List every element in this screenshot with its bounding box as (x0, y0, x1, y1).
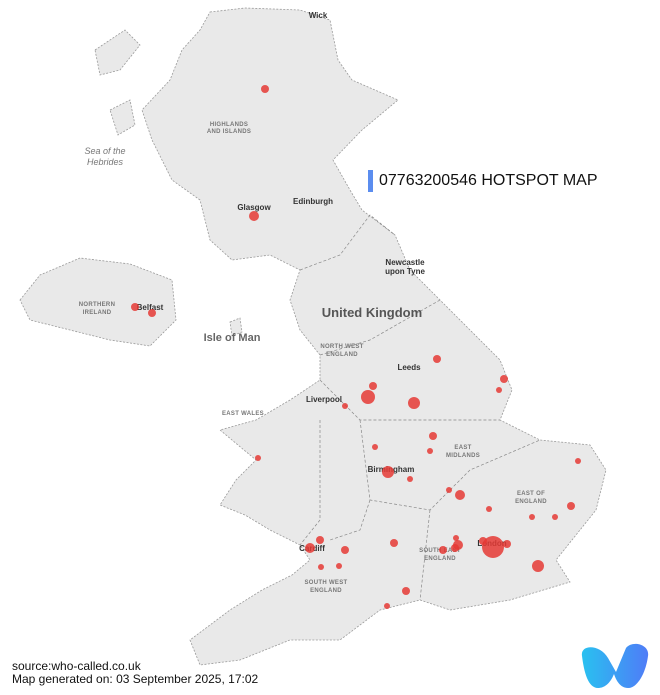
label-united-kingdom: United Kingdom (322, 305, 422, 320)
hotspot-marker[interactable] (486, 506, 492, 512)
hotspot-marker[interactable] (427, 448, 433, 454)
hebrides-island (109, 99, 136, 136)
hotspot-marker[interactable] (567, 502, 575, 510)
hotspot-marker[interactable] (439, 546, 447, 554)
hotspot-marker[interactable] (249, 211, 259, 221)
label-east-wales: EAST WALES (222, 411, 264, 417)
hotspot-marker[interactable] (503, 540, 511, 548)
hotspot-marker[interactable] (429, 432, 437, 440)
label-ni: NORTHERN (79, 302, 115, 308)
label-newcastle: Newcastle (385, 258, 425, 267)
label-sw: SOUTH WEST (305, 580, 348, 586)
hotspot-marker[interactable] (382, 466, 394, 478)
label-isle-of-man: Isle of Man (204, 332, 261, 344)
hotspot-marker[interactable] (369, 382, 377, 390)
label-em: EAST (454, 445, 471, 451)
hotspot-marker[interactable] (131, 303, 139, 311)
hotspot-marker[interactable] (552, 514, 558, 520)
hotspot-marker[interactable] (261, 85, 269, 93)
label-se-2: ENGLAND (424, 556, 456, 562)
hotspot-marker[interactable] (455, 490, 465, 500)
label-sw-2: ENGLAND (310, 588, 342, 594)
hotspot-marker[interactable] (341, 546, 349, 554)
hotspot-marker[interactable] (402, 587, 410, 595)
hotspot-marker[interactable] (361, 390, 375, 404)
label-wick: Wick (309, 11, 328, 20)
hotspot-marker[interactable] (407, 476, 413, 482)
label-highlands-2: AND ISLANDS (207, 129, 251, 135)
hotspot-marker[interactable] (482, 536, 504, 558)
hotspot-marker[interactable] (390, 539, 398, 547)
label-glasgow: Glasgow (237, 203, 271, 212)
hotspot-marker[interactable] (446, 487, 452, 493)
hotspot-marker[interactable] (575, 458, 581, 464)
hotspot-marker[interactable] (255, 455, 261, 461)
hotspot-marker[interactable] (305, 543, 315, 553)
hotspot-marker[interactable] (148, 309, 156, 317)
hotspot-marker[interactable] (336, 563, 342, 569)
northern-ireland-landmass (19, 257, 177, 347)
label-nw-2: ENGLAND (326, 352, 358, 358)
label-ni-2: IRELAND (83, 310, 112, 316)
source-text: source:who-called.co.uk (12, 659, 141, 673)
label-highlands: HIGHLANDS (210, 122, 248, 128)
hotspot-marker[interactable] (496, 387, 502, 393)
label-belfast: Belfast (137, 303, 164, 312)
hotspot-markers (131, 85, 581, 609)
hotspot-marker[interactable] (408, 397, 420, 409)
great-britain-landmass (141, 7, 607, 666)
hotspot-marker[interactable] (316, 536, 324, 544)
hotspot-marker[interactable] (532, 560, 544, 572)
hotspot-marker[interactable] (342, 403, 348, 409)
label-em-2: MIDLANDS (446, 453, 480, 459)
label-edinburgh: Edinburgh (293, 197, 333, 206)
hotspot-marker[interactable] (318, 564, 324, 570)
label-eoe-2: ENGLAND (515, 499, 547, 505)
label-sea-2: Hebrides (87, 157, 124, 167)
land (19, 7, 607, 666)
hotspot-marker[interactable] (372, 444, 378, 450)
hotspot-marker[interactable] (384, 603, 390, 609)
region-borders (299, 214, 541, 601)
who-called-logo (581, 643, 649, 688)
label-newcastle-2: upon Tyne (385, 267, 425, 276)
label-liverpool: Liverpool (306, 395, 342, 404)
hotspot-marker[interactable] (500, 375, 508, 383)
hotspot-marker[interactable] (433, 355, 441, 363)
hebrides-island (94, 29, 141, 76)
hotspot-marker[interactable] (451, 544, 459, 552)
hotspot-marker[interactable] (453, 535, 459, 541)
label-leeds: Leeds (397, 363, 421, 372)
generated-timestamp: Map generated on: 03 September 2025, 17:… (12, 672, 259, 686)
label-eoe: EAST OF (517, 491, 545, 497)
hotspot-marker[interactable] (529, 514, 535, 520)
map-title: 07763200546 HOTSPOT MAP (368, 170, 598, 192)
label-nw: NORTH WEST (320, 344, 363, 350)
footer: source:who-called.co.uk Map generated on… (12, 660, 258, 686)
label-sea: Sea of the (84, 146, 125, 156)
isle-of-man (229, 317, 243, 337)
